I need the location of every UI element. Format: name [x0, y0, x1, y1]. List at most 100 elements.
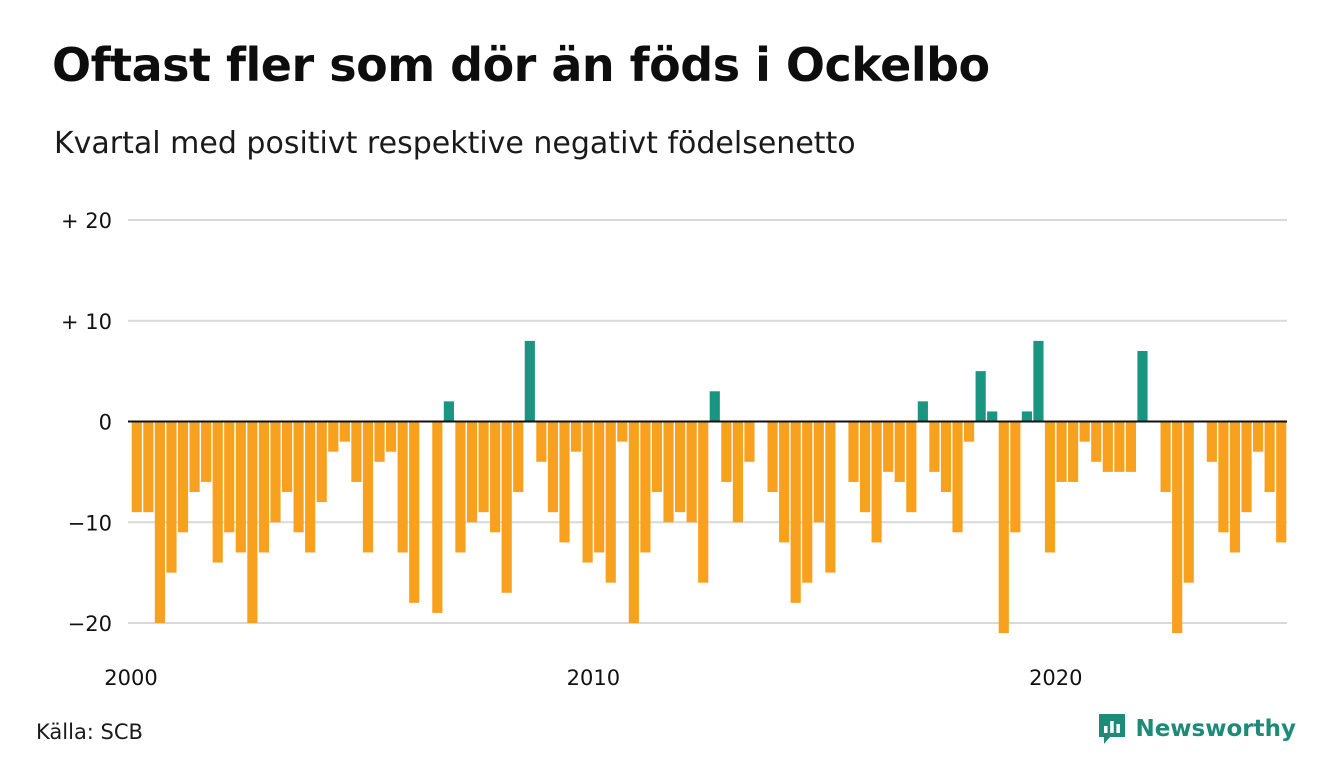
- bar-positive: [443, 401, 454, 422]
- bar-negative: [501, 421, 512, 593]
- bar-negative: [1183, 421, 1194, 583]
- bar-negative: [825, 421, 836, 573]
- bar-positive: [1137, 350, 1148, 422]
- bar-negative: [547, 421, 559, 513]
- bar-negative: [328, 421, 339, 452]
- y-tick-label: + 10: [61, 310, 112, 334]
- bar-negative: [663, 421, 674, 523]
- bar-negative: [779, 421, 790, 543]
- y-tick-label: + 20: [61, 209, 112, 233]
- y-tick-label: 0: [99, 411, 112, 435]
- bar-negative: [374, 421, 385, 462]
- bar-negative: [802, 421, 813, 583]
- bar-negative: [1229, 421, 1241, 553]
- bar-negative: [859, 421, 871, 513]
- bar-negative: [212, 421, 223, 563]
- bar-negative: [1044, 421, 1056, 553]
- bar-negative: [224, 421, 235, 533]
- bar-negative: [1172, 421, 1183, 634]
- x-tick-label: 2020: [1029, 666, 1082, 690]
- bar-negative: [177, 421, 189, 533]
- bar-negative: [1276, 421, 1287, 543]
- bar-negative: [617, 421, 628, 442]
- bar-negative: [339, 421, 350, 442]
- bar-negative: [628, 421, 639, 623]
- bar-negative: [1253, 421, 1264, 452]
- bar-negative: [166, 421, 177, 573]
- y-axis-labels: + 20 + 10 0 −10 −20: [61, 209, 112, 636]
- bar-positive: [917, 401, 928, 422]
- newsworthy-chart-bubble-icon: [1099, 714, 1126, 744]
- bar-positive: [709, 391, 720, 422]
- bar-negative: [235, 421, 246, 553]
- bar-negative: [536, 421, 547, 462]
- bar-negative: [201, 421, 212, 482]
- bar-negative: [1091, 421, 1102, 462]
- bar-negative: [1206, 421, 1217, 462]
- bar-negative: [1160, 421, 1171, 493]
- bar-negative: [998, 421, 1009, 634]
- bar-negative: [570, 421, 582, 452]
- x-tick-label: 2010: [567, 666, 620, 690]
- bar-negative: [432, 421, 443, 613]
- bar-negative: [651, 421, 663, 493]
- bar-negative: [1102, 421, 1113, 472]
- bar-negative: [1010, 421, 1021, 533]
- bar-negative: [1079, 421, 1090, 442]
- bar-negative: [871, 421, 882, 543]
- bar-positive: [987, 411, 998, 422]
- bar-negative: [686, 421, 697, 523]
- bar-negative: [143, 421, 154, 513]
- bar-negative: [293, 421, 304, 533]
- bar-negative: [362, 421, 374, 553]
- bar-negative: [305, 421, 316, 553]
- bar-negative: [732, 421, 743, 523]
- bar-negative: [906, 421, 917, 513]
- bar-negative: [848, 421, 859, 482]
- bar-negative: [281, 421, 293, 493]
- bar-negative: [883, 421, 894, 472]
- bar-negative: [1218, 421, 1229, 533]
- bar-negative: [813, 421, 824, 523]
- bar-negative: [744, 421, 755, 462]
- bar-positive: [524, 340, 535, 422]
- bar-negative: [767, 421, 778, 493]
- bar-negative: [698, 421, 709, 583]
- y-tick-label: −20: [68, 612, 112, 636]
- x-axis-labels: 2000 2010 2020: [104, 666, 1082, 690]
- bars: [131, 340, 1287, 634]
- bar-negative: [721, 421, 732, 482]
- bar-negative: [964, 421, 975, 442]
- bar-negative: [478, 421, 489, 513]
- bar-negative: [466, 421, 478, 523]
- bar-negative: [131, 421, 142, 513]
- bar-negative: [386, 421, 397, 452]
- bar-negative: [894, 421, 905, 482]
- bar-negative: [1264, 421, 1275, 493]
- bar-negative: [316, 421, 327, 503]
- bar-negative: [940, 421, 952, 493]
- bar-negative: [455, 421, 466, 553]
- bar-negative: [1068, 421, 1079, 482]
- bar-positive: [1033, 340, 1044, 422]
- bar-negative: [397, 421, 408, 553]
- bar-negative: [351, 421, 362, 482]
- bar-negative: [1241, 421, 1252, 513]
- newsworthy-logo: Newsworthy: [1097, 712, 1296, 746]
- bar-negative: [929, 421, 940, 472]
- bar-chart: + 20 + 10 0 −10 −20 2000 2010 2020: [61, 209, 1287, 690]
- bar-negative: [270, 421, 281, 523]
- bar-positive: [975, 371, 986, 422]
- y-tick-label: −10: [68, 511, 112, 535]
- bar-negative: [582, 421, 593, 563]
- bar-negative: [154, 421, 165, 623]
- brand-name: Newsworthy: [1135, 716, 1296, 742]
- bar-negative: [952, 421, 963, 533]
- x-tick-label: 2000: [104, 666, 157, 690]
- bar-negative: [490, 421, 501, 533]
- chart-subtitle: Kvartal med positivt respektive negativt…: [54, 126, 856, 161]
- source-note: Källa: SCB: [36, 720, 143, 744]
- bar-negative: [559, 421, 570, 543]
- bar-negative: [594, 421, 605, 553]
- bar-negative: [605, 421, 616, 583]
